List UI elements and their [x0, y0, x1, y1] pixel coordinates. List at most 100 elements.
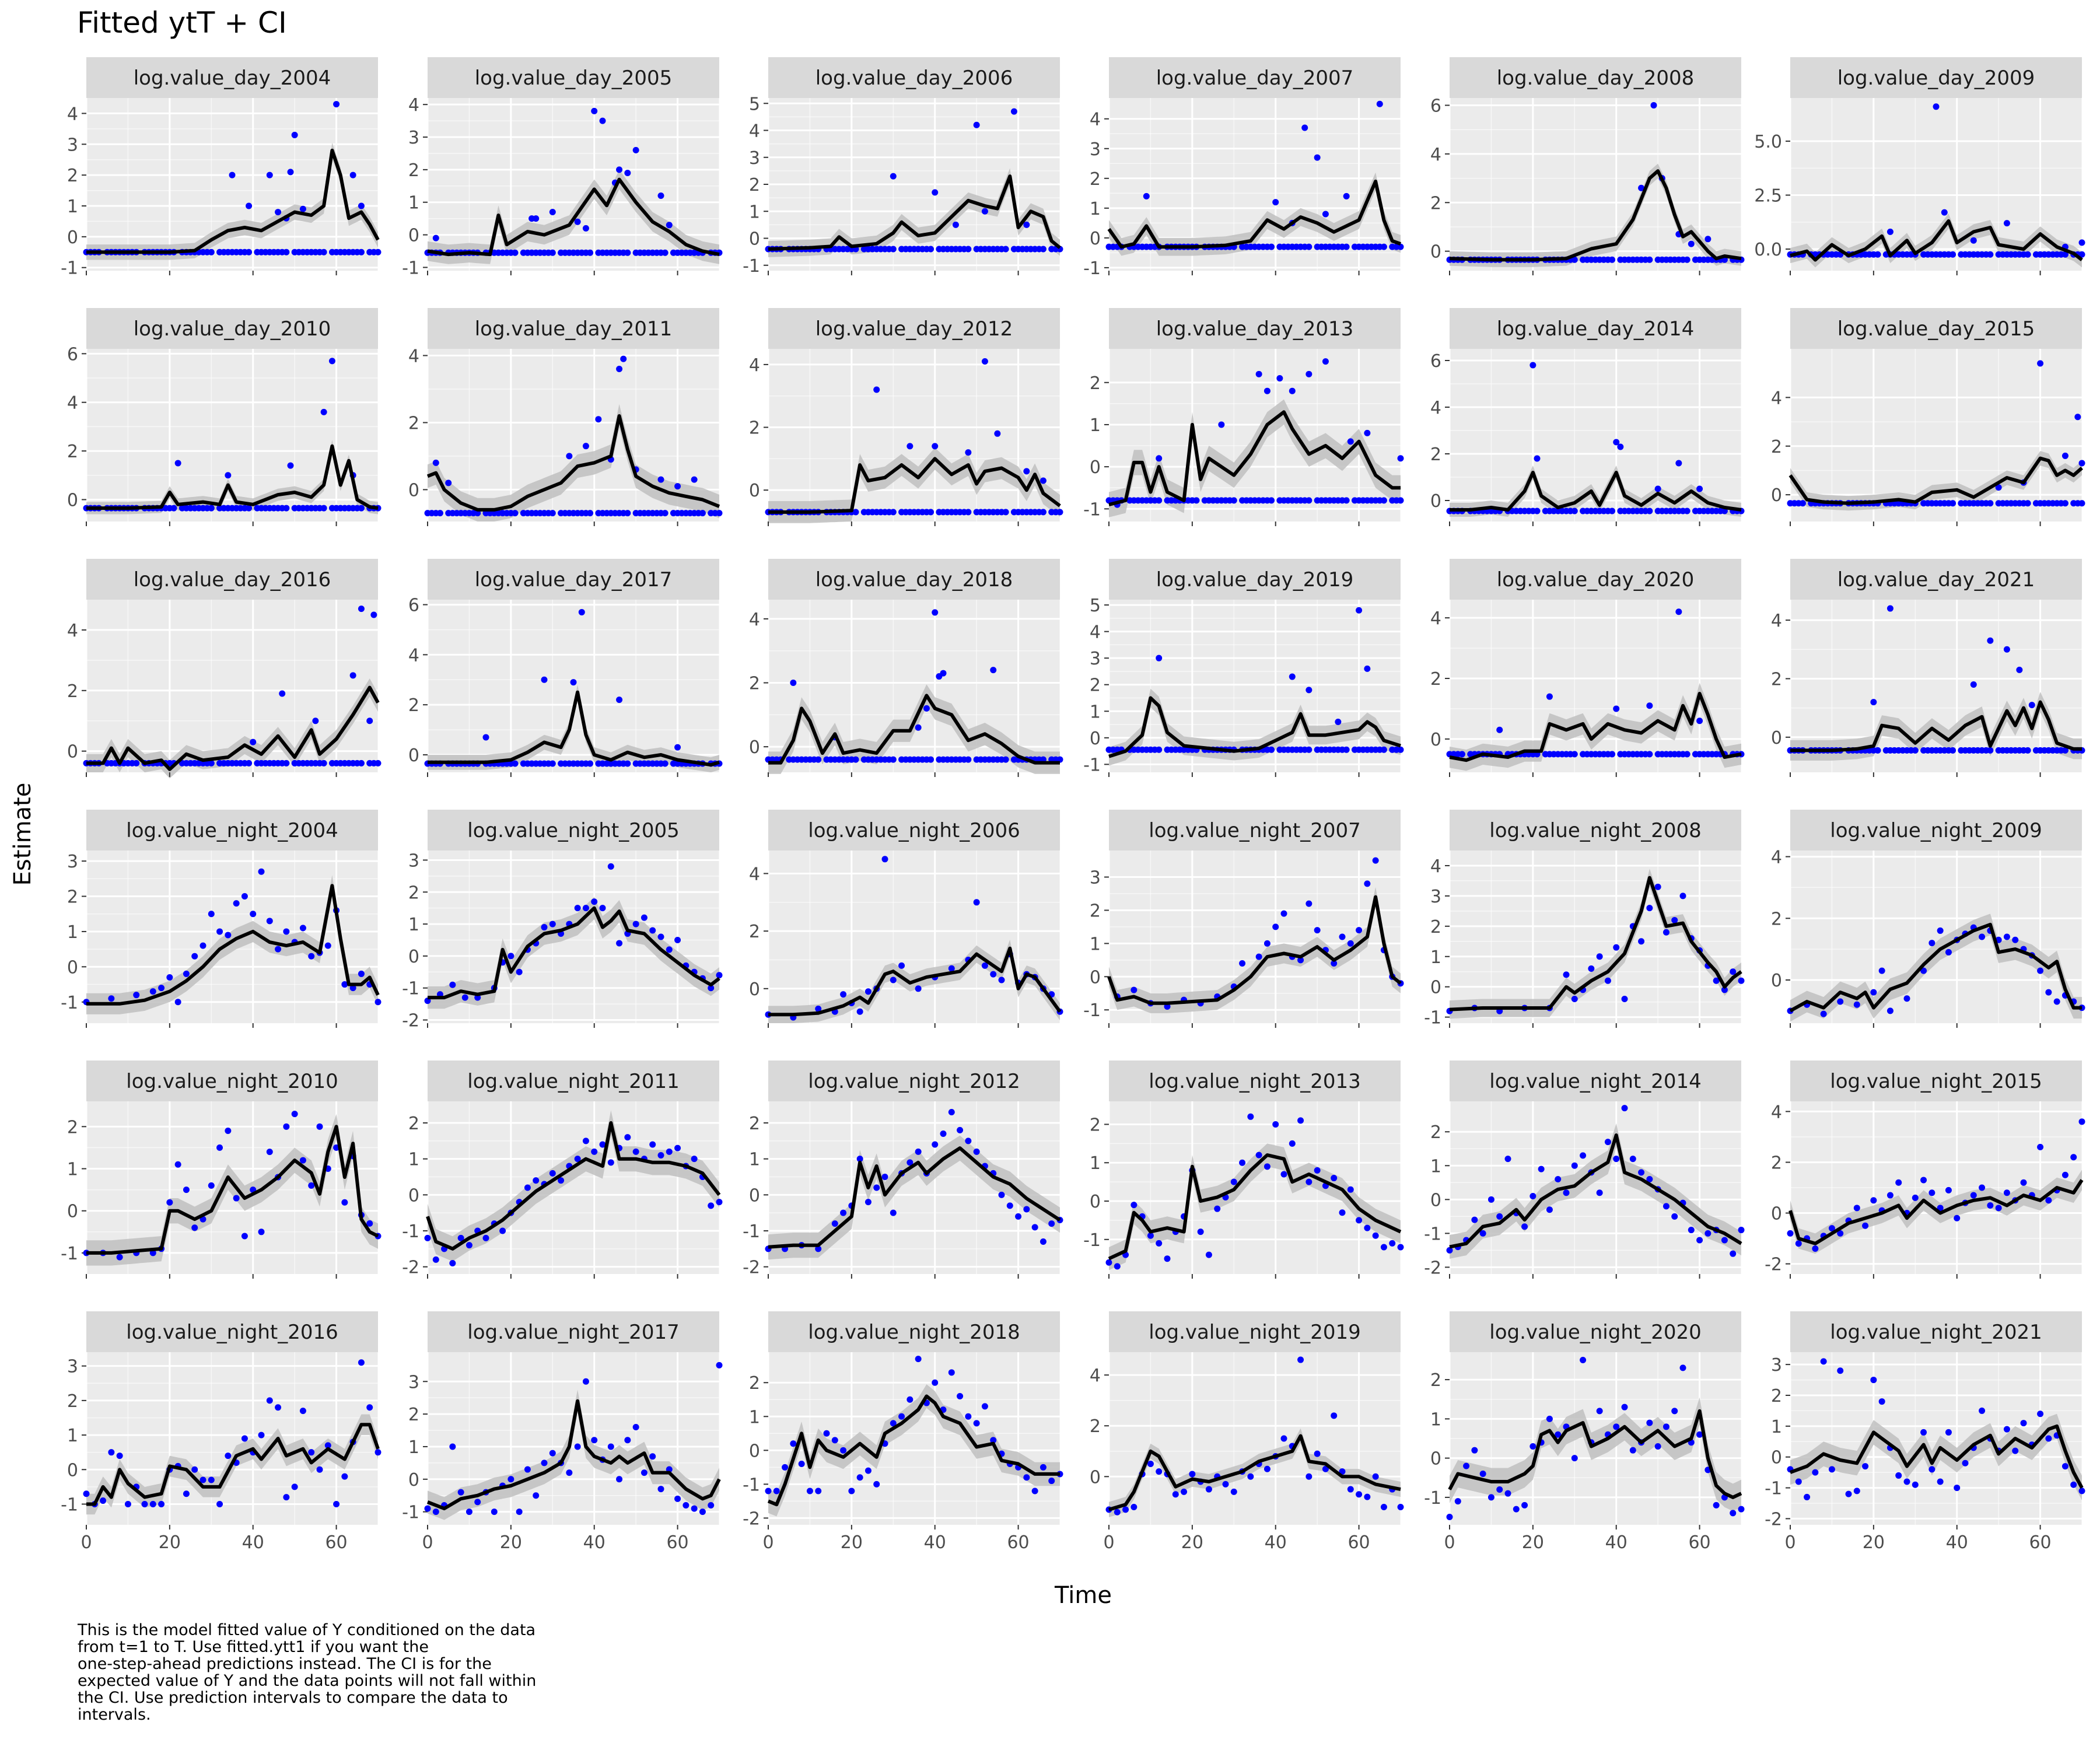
data-point [831, 1437, 838, 1444]
data-point [1496, 1486, 1503, 1493]
x-tick-label: 60 [1348, 1532, 1370, 1553]
data-point [1970, 681, 1977, 688]
data-point [790, 680, 797, 687]
data-point [358, 1359, 365, 1366]
facet-title: log.value_day_2009 [1838, 66, 2035, 90]
facet-title: log.value_night_2019 [1149, 1321, 1361, 1344]
data-point [1555, 1431, 1562, 1438]
data-point [674, 1495, 681, 1502]
y-tick-label: 5.0 [1754, 132, 1782, 152]
data-point [2078, 1488, 2085, 1494]
data-point [1679, 892, 1686, 900]
data-point [558, 1177, 565, 1184]
facet-strip [1450, 810, 1741, 850]
data-point [948, 1109, 955, 1115]
data-point [1621, 995, 1628, 1002]
data-point [932, 1379, 939, 1386]
facet-title: log.value_day_2011 [475, 317, 673, 341]
data-point [674, 1144, 681, 1152]
data-point [1356, 1217, 1363, 1224]
data-point [1874, 251, 1881, 258]
data-point [599, 117, 606, 124]
data-point [358, 202, 365, 209]
data-point [1596, 953, 1603, 960]
data-point [328, 358, 335, 365]
data-point [1002, 756, 1009, 763]
facet-panel: log.value_day_2006 -1 0 1 2 3 4 5 [743, 57, 1063, 276]
data-point [1933, 103, 1940, 110]
data-point [225, 472, 232, 479]
data-point [998, 977, 1005, 984]
x-tick-label: 0 [1444, 1532, 1455, 1553]
data-point [549, 1170, 556, 1177]
y-tick-label: 3 [408, 1372, 419, 1392]
data-point [208, 505, 215, 512]
fitted-line [427, 177, 720, 257]
data-point [2012, 1447, 2019, 1454]
y-tick-label: 0 [1771, 1204, 1782, 1224]
fitted-line [768, 174, 1061, 251]
data-point [1704, 236, 1712, 243]
y-tick-label: 0.0 [1754, 240, 1782, 260]
y-tick-label: 0 [1430, 242, 1441, 262]
data-point [1356, 607, 1363, 614]
data-point [149, 1250, 156, 1256]
y-tick-label: 2 [67, 442, 78, 462]
data-point [616, 696, 623, 704]
y-tick-label: 0 [749, 737, 760, 758]
data-point [482, 1234, 489, 1241]
fitted-line [1107, 179, 1402, 249]
y-tick-label: 2 [1771, 669, 1782, 690]
y-tick-label: 4 [1430, 145, 1441, 165]
data-point [1023, 1474, 1030, 1481]
data-point [499, 1227, 506, 1234]
data-point [1650, 102, 1657, 109]
data-point [246, 249, 253, 256]
facet-strip [768, 57, 1060, 98]
data-point [1446, 1247, 1453, 1254]
data-point [279, 690, 286, 697]
y-tick-label: -1 [1083, 1000, 1101, 1021]
facet-panel: log.value_day_2021 0 2 4 [1771, 559, 2085, 777]
ci-band [86, 1114, 378, 1266]
data-point [241, 1435, 248, 1442]
data-point [216, 1500, 223, 1507]
x-tick-label: 0 [1103, 1532, 1114, 1553]
data-point [1571, 508, 1578, 514]
data-point [1380, 746, 1387, 753]
fitted-line [426, 1399, 721, 1511]
data-point [1289, 673, 1296, 680]
data-point [291, 1111, 298, 1118]
facet-panel: log.value_day_2016 0 2 4 [67, 559, 382, 779]
data-point [620, 355, 627, 362]
data-point [358, 606, 365, 612]
data-point [1646, 751, 1653, 758]
data-point [716, 1362, 723, 1368]
data-point [1331, 960, 1338, 967]
data-point [691, 476, 698, 483]
fitted-line [1108, 1153, 1402, 1261]
data-point [316, 1466, 323, 1473]
data-point [275, 1404, 282, 1411]
data-point [691, 1505, 698, 1512]
y-tick-label: -2 [743, 1258, 760, 1278]
data-point [1230, 497, 1237, 504]
data-point [1205, 1486, 1212, 1493]
data-point [341, 1199, 348, 1206]
y-tick-label: 0 [749, 481, 760, 501]
data-point [241, 1233, 248, 1240]
data-point [716, 972, 723, 979]
data-point [1571, 1455, 1578, 1462]
y-tick-label: 0 [67, 1460, 78, 1480]
data-point [574, 1156, 581, 1163]
data-point [541, 924, 548, 931]
data-point [1979, 933, 1986, 940]
y-tick-label: 1 [749, 202, 760, 222]
data-point [1987, 251, 1994, 258]
data-point [1874, 747, 1881, 754]
data-point [1306, 687, 1312, 694]
x-tick-label: 40 [924, 1532, 946, 1553]
y-tick-label: 0 [1771, 971, 1782, 991]
data-point [316, 1123, 323, 1130]
data-point [191, 953, 198, 960]
